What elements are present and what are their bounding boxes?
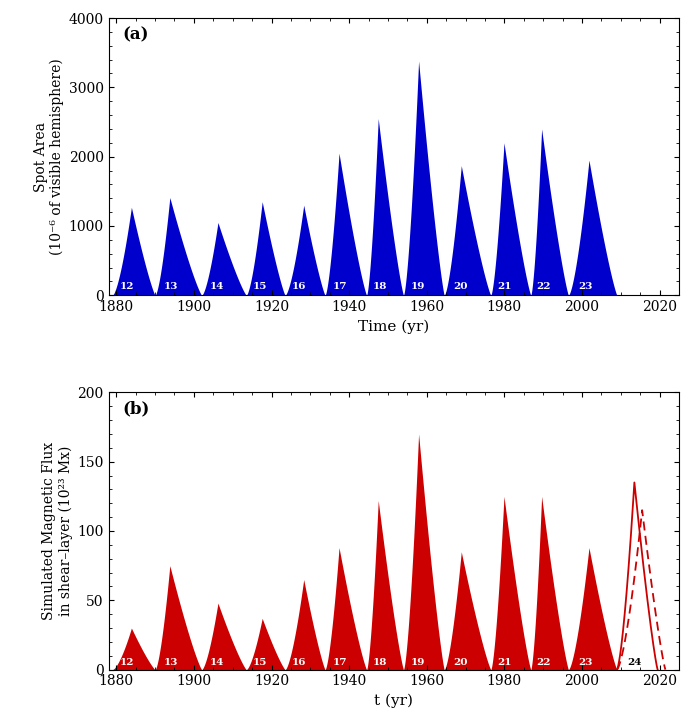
Text: 13: 13 (164, 658, 178, 667)
Text: 14: 14 (210, 282, 225, 292)
Text: (b): (b) (122, 400, 150, 418)
Text: 23: 23 (578, 658, 593, 667)
Text: 16: 16 (292, 282, 307, 292)
Text: (a): (a) (122, 27, 149, 43)
Text: 14: 14 (210, 658, 225, 667)
Text: 22: 22 (537, 658, 551, 667)
Text: 17: 17 (332, 282, 346, 292)
Text: 12: 12 (120, 658, 134, 667)
Text: 18: 18 (372, 282, 386, 292)
X-axis label: Time (yr): Time (yr) (358, 320, 429, 334)
Text: 12: 12 (120, 282, 134, 292)
Y-axis label: Spot Area
(10⁻⁶ of visible hemisphere): Spot Area (10⁻⁶ of visible hemisphere) (34, 58, 64, 255)
X-axis label: t (yr): t (yr) (374, 694, 413, 708)
Text: 16: 16 (292, 658, 307, 667)
Text: 21: 21 (498, 282, 512, 292)
Text: 20: 20 (454, 282, 468, 292)
Text: 23: 23 (578, 282, 593, 292)
Text: 22: 22 (537, 282, 551, 292)
Text: 17: 17 (332, 658, 346, 667)
Text: 19: 19 (410, 282, 425, 292)
Text: 13: 13 (164, 282, 178, 292)
Text: 20: 20 (454, 658, 468, 667)
Y-axis label: Simulated Magnetic Flux
in shear–layer (10²³ Mx): Simulated Magnetic Flux in shear–layer (… (43, 442, 73, 620)
Text: 19: 19 (410, 658, 425, 667)
Text: 24: 24 (627, 658, 642, 667)
Text: 15: 15 (253, 282, 267, 292)
Text: 18: 18 (372, 658, 386, 667)
Text: 21: 21 (498, 658, 512, 667)
Text: 15: 15 (253, 658, 267, 667)
